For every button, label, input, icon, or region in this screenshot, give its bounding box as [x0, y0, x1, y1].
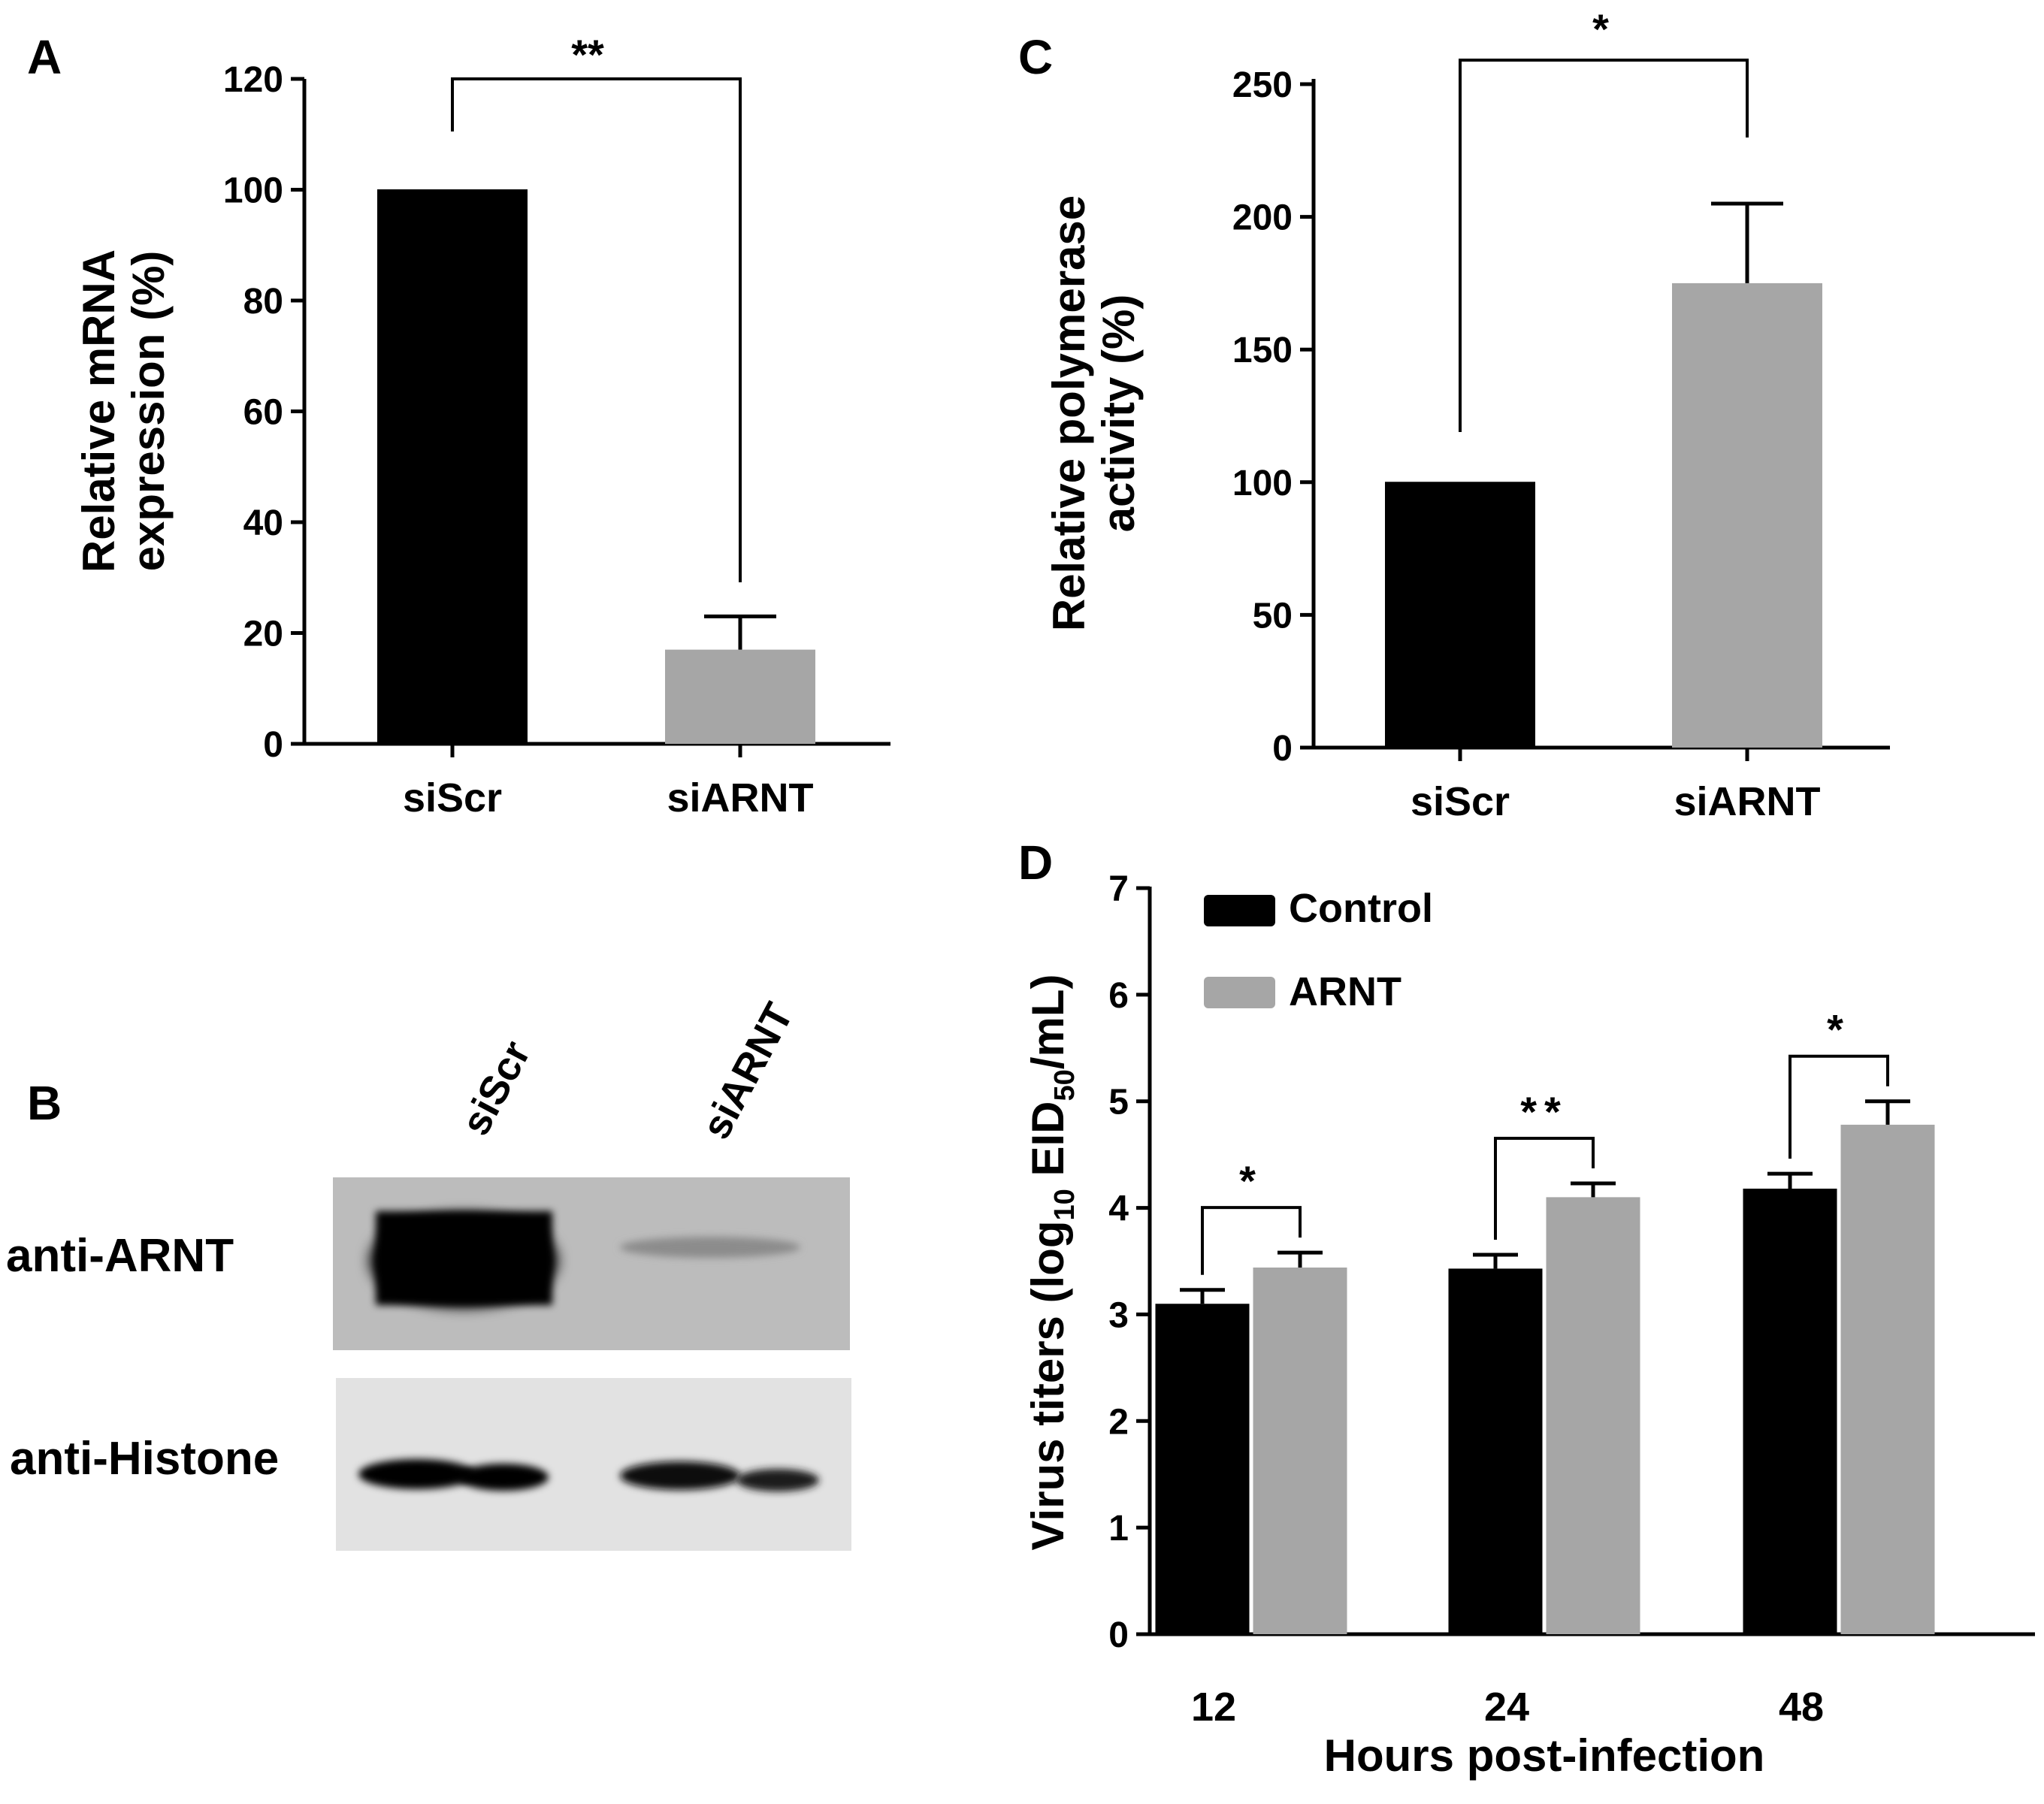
blot-lane-label-siscr: siScr [453, 1034, 540, 1143]
panel-c-significance-bracket [1459, 59, 1749, 432]
panel-letter-d: D [1018, 836, 1053, 890]
panel-letter-c: C [1018, 30, 1053, 84]
y-title-part: EID [1023, 1101, 1073, 1189]
y-axis-title-line: Relative polymerase [1044, 195, 1094, 631]
panel-a-chart: 0 20 40 60 80 100 120 siScr siARNT ** Relative … [74, 31, 890, 820]
x-category-label: siARNT [667, 775, 813, 820]
significance-label: ** [1520, 1088, 1568, 1135]
y-title-part: /mL) [1023, 975, 1073, 1070]
x-category-label: siScr [1411, 779, 1510, 824]
bar-control-12h [1155, 1304, 1250, 1634]
blot-band-histone-siarnt-a [620, 1461, 740, 1490]
significance-bracket [1788, 1054, 1889, 1159]
panel-a-significance-label: ** [571, 31, 604, 78]
y-axis-title: Virus titers (log10 EID50/mL) [1023, 975, 1081, 1551]
significance-label: * [1239, 1157, 1263, 1204]
y-tick-label: 4 [1108, 1189, 1129, 1229]
y-tick-label: 60 [243, 393, 283, 433]
blot-row-label-anti-histone: anti-Histone [10, 1433, 279, 1485]
bar-siscr [1385, 482, 1535, 748]
y-tick-label: 200 [1232, 198, 1293, 238]
y-title-part: Virus titers (log [1023, 1220, 1073, 1550]
y-title-subscript: 10 [1049, 1189, 1081, 1220]
y-title-subscript: 50 [1049, 1069, 1081, 1101]
bar-siarnt [1672, 283, 1822, 748]
y-tick-label: 150 [1232, 331, 1293, 370]
bar-arnt-48h [1840, 1124, 1935, 1634]
blot-band-histone-siarnt-b [736, 1469, 819, 1491]
legend-label-control: Control [1289, 886, 1433, 931]
bar-siscr [377, 189, 528, 744]
y-tick-label: 3 [1108, 1295, 1129, 1335]
y-tick-label: 100 [223, 171, 283, 211]
bar-control-48h [1743, 1189, 1837, 1634]
panel-letter-b: B [27, 1076, 62, 1130]
x-category-label: 48 [1779, 1685, 1824, 1730]
legend-label-arnt: ARNT [1289, 969, 1401, 1014]
bar-arnt-24h [1546, 1197, 1640, 1634]
y-tick-label: 20 [243, 615, 283, 654]
y-axis-title: Relative polymeraseactivity (%) [1044, 195, 1144, 631]
legend-swatch-arnt [1204, 977, 1275, 1008]
y-axis-title: Relative mRNAexpression (%) [74, 249, 174, 573]
legend-swatch-control [1204, 895, 1275, 926]
blot-band-histone-siscr-b [458, 1464, 549, 1491]
y-tick-label: 5 [1108, 1083, 1129, 1123]
y-tick-label: 40 [243, 503, 283, 543]
panel-a-significance-bracket [451, 77, 742, 582]
blot-band-histone-siscr-a [358, 1459, 476, 1489]
y-tick-label: 100 [1232, 464, 1293, 503]
blot-lane-label-siarnt: siARNT [694, 996, 803, 1146]
blot-band-arnt-siarnt [620, 1237, 800, 1258]
blot-band-arnt-siscr-core [376, 1211, 552, 1305]
panel-c-chart: 0 50 100 150 200 250 siScr siARNT * Relative p… [1044, 5, 1890, 824]
significance-bracket [1201, 1206, 1302, 1275]
y-tick-label: 1 [1108, 1509, 1129, 1549]
panel-letter-a: A [27, 30, 62, 84]
panel-d-x-title: Hours post-infection [1324, 1730, 1765, 1781]
panel-d-legend: Control ARNT [1204, 886, 1433, 1014]
y-tick-label: 0 [1108, 1615, 1129, 1655]
y-tick-label: 50 [1253, 596, 1293, 636]
x-category-label: siScr [403, 775, 502, 820]
x-category-label: siARNT [1674, 779, 1820, 824]
significance-bracket [1494, 1136, 1595, 1240]
y-axis-title-line: activity (%) [1093, 295, 1144, 533]
x-category-label: 12 [1191, 1685, 1236, 1730]
y-tick-label: 120 [223, 60, 283, 100]
x-category-label: 24 [1484, 1685, 1529, 1730]
bar-arnt-12h [1253, 1268, 1347, 1634]
y-tick-label: 0 [1272, 729, 1293, 769]
y-tick-label: 80 [243, 282, 283, 322]
y-tick-label: 6 [1108, 976, 1129, 1016]
significance-label: * [1827, 1006, 1851, 1053]
panel-b-western-blot: siScr siARNT anti-ARNT anti-Histone [6, 996, 851, 1551]
bar-siarnt [665, 649, 815, 744]
y-tick-label: 2 [1108, 1402, 1129, 1442]
y-axis-title-line: Relative mRNA [74, 249, 124, 573]
y-axis-title-line: expression (%) [123, 251, 174, 572]
y-tick-label: 0 [263, 725, 283, 765]
y-tick-label: 250 [1232, 65, 1293, 105]
blot-row-label-anti-arnt: anti-ARNT [6, 1230, 234, 1282]
bar-control-24h [1448, 1268, 1543, 1634]
panel-c-significance-label: * [1592, 5, 1609, 53]
y-tick-label: 7 [1108, 869, 1129, 909]
